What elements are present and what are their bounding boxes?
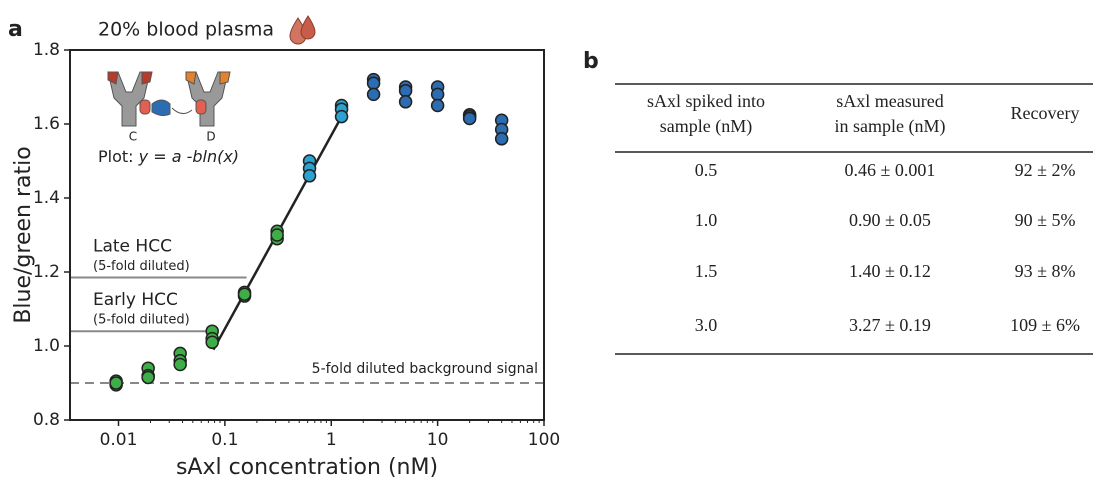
y-tick-label: 1.8	[33, 40, 60, 60]
table-cell: 90 ± 5%	[1015, 210, 1076, 230]
table-cell: 0.90 ± 0.05	[849, 210, 931, 230]
inset-label: C	[129, 130, 137, 144]
data-point	[302, 169, 317, 183]
formula-text: y = a -bln(x)	[138, 147, 239, 166]
table-cell: 0.46 ± 0.001	[845, 160, 936, 180]
data-point	[366, 87, 381, 102]
x-axis-title: sAxl concentration (nM)	[176, 455, 438, 480]
table-cell: 1.40 ± 0.12	[849, 261, 931, 281]
table-header: sAxl measured	[836, 91, 943, 111]
y-tick-label: 1.4	[33, 188, 60, 208]
panel-label: b	[583, 49, 599, 74]
table-cell: 93 ± 8%	[1015, 261, 1076, 281]
data-point	[270, 228, 284, 242]
plot-frame	[69, 49, 545, 421]
reference-label: Late HCC	[93, 237, 172, 257]
x-tick-label: 0.1	[211, 430, 238, 450]
panel-label: a	[8, 17, 23, 42]
inset-label: D	[206, 130, 215, 144]
data-point	[334, 109, 349, 124]
data-point	[205, 335, 219, 350]
x-tick-label: 1	[326, 430, 337, 450]
data-point	[366, 76, 381, 91]
data-point	[109, 376, 123, 390]
x-tick-label: 0.01	[100, 430, 138, 450]
reference-sublabel: (5-fold diluted)	[93, 259, 190, 274]
table-cell: 1.5	[695, 261, 718, 281]
formula-prefix: Plot:	[98, 147, 134, 166]
reference-label: Early HCC	[93, 290, 178, 310]
blood-drop-icon	[289, 15, 316, 45]
table-cell: 3.27 ± 0.19	[849, 315, 931, 335]
table-header: sample (nM)	[660, 116, 752, 137]
table-cell: 1.0	[695, 210, 718, 230]
x-tick-label: 100	[528, 430, 560, 450]
data-point	[398, 95, 413, 109]
table-cell: 0.5	[695, 160, 718, 180]
table-header: sAxl spiked into	[647, 91, 765, 111]
data-point	[494, 132, 509, 146]
data-point	[398, 83, 413, 98]
data-point	[237, 287, 252, 301]
y-tick-label: 1.6	[33, 114, 60, 134]
y-axis-title: Blue/green ratio	[11, 146, 36, 323]
x-tick-label: 10	[427, 430, 449, 450]
data-point	[462, 111, 477, 126]
chart-title: 20% blood plasma	[98, 19, 274, 41]
table-cell: 92 ± 2%	[1015, 160, 1076, 180]
y-tick-label: 1.0	[33, 336, 60, 356]
reference-sublabel: (5-fold diluted)	[93, 313, 190, 328]
y-tick-label: 0.8	[33, 410, 60, 430]
table-cell: 3.0	[695, 315, 718, 335]
y-tick-label: 1.2	[33, 262, 60, 282]
table-cell: 109 ± 6%	[1010, 315, 1080, 335]
data-point	[430, 87, 445, 102]
data-point	[430, 98, 445, 113]
table-header: in sample (nM)	[835, 116, 946, 137]
reference-label: 5-fold diluted background signal	[312, 361, 538, 377]
data-point	[173, 357, 187, 372]
antibody-icon	[107, 71, 231, 127]
formula: Plot: y = a -bln(x)	[98, 147, 239, 166]
table-header: Recovery	[1011, 103, 1080, 123]
data-point	[141, 370, 155, 385]
